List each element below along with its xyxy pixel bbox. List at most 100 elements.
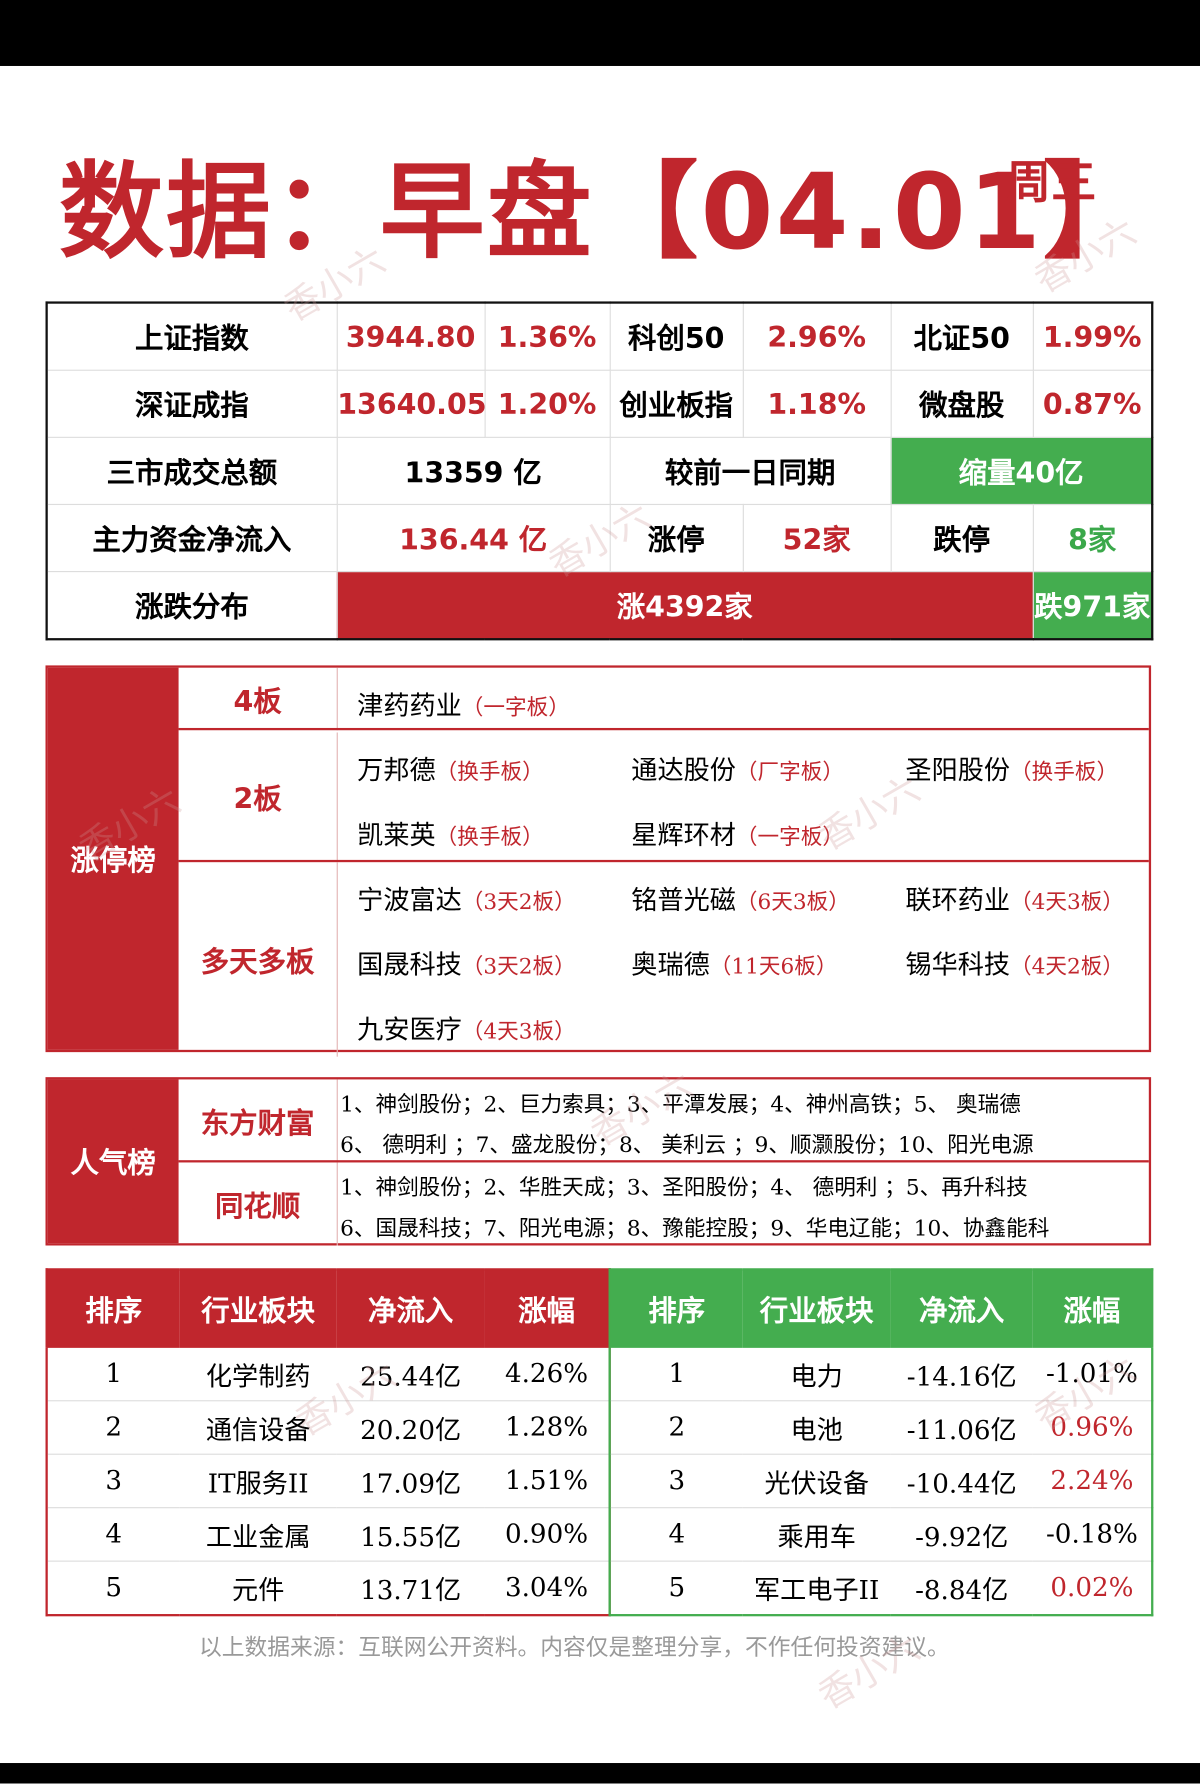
cell: 光伏设备 <box>742 1454 891 1509</box>
stock-tag: （6天3板） <box>735 889 850 915</box>
stock-name: 星辉环材 <box>631 821 736 851</box>
cell: 52家 <box>742 503 892 573</box>
stock-tag: （换手板） <box>1010 759 1119 785</box>
top-bar <box>0 0 1200 66</box>
cell: 13640.05 <box>336 369 487 438</box>
header-cell: 排序 <box>85 1294 143 1328</box>
cell: 创业板指 <box>609 369 744 438</box>
stock-name: 万邦德 <box>357 756 436 786</box>
stock: 铭普光磁（6天3板） <box>631 878 850 917</box>
header-cell: 净流入 <box>919 1294 1005 1328</box>
header-row: 排序 行业板块 净流入 涨幅 <box>46 1269 610 1348</box>
cell: 1.36% <box>483 301 611 371</box>
stock-name: 国晟科技 <box>357 950 462 981</box>
inflow-table: 排序 行业板块 净流入 涨幅 1 化学制药 25.44亿 4.26% 2 通信设备 20.20亿 1.… <box>45 1268 611 1617</box>
cell: -14.16亿 <box>890 1347 1033 1402</box>
cell: 微盘股 <box>890 369 1034 438</box>
stock-name: 锡华科技 <box>905 950 1011 981</box>
header-cell: 涨幅 <box>1063 1294 1121 1328</box>
row: 5 元件 13.71亿 3.04% <box>46 1561 610 1616</box>
stock-tag: （厂字板） <box>735 759 844 785</box>
stock: 星辉环材（一字板） <box>631 813 844 852</box>
cell: 3 <box>609 1454 743 1509</box>
stock-name: 联环药业 <box>905 886 1011 916</box>
header-cell: 行业板块 <box>201 1294 316 1328</box>
cell: 乘用车 <box>742 1507 891 1562</box>
row: 深证成指 13640.05 1.20% 创业板指 1.18% 微盘股 0.87% <box>46 369 1153 438</box>
group-label: 多天多板 <box>179 862 338 1057</box>
cell: 3.04% <box>484 1561 610 1616</box>
cell: 1 <box>609 1347 743 1402</box>
bottom-bar <box>0 1763 1200 1784</box>
stock-tag: （换手板） <box>435 759 544 785</box>
cell: 科创50 <box>609 301 744 371</box>
cell: 1 <box>46 1347 180 1402</box>
cell: 跌971家 <box>1032 570 1153 640</box>
cell: 2 <box>46 1400 180 1455</box>
market-table: 上证指数 3944.80 1.36% 科创50 2.96% 北证50 1.99%… <box>45 301 1154 641</box>
row: 主力资金净流入 136.44 亿 涨停 52家 跌停 8家 <box>46 503 1153 573</box>
cell: 13359 亿 <box>336 436 611 506</box>
row: 三市成交总额 13359 亿 较前一日同期 缩量40亿 <box>46 436 1153 506</box>
cell: 1.51% <box>484 1454 610 1509</box>
cell: 3 <box>46 1454 180 1509</box>
cell: 2.24% <box>1032 1454 1153 1509</box>
cell: 0.87% <box>1032 369 1153 438</box>
cell: -8.84亿 <box>890 1561 1033 1616</box>
cell: 化学制药 <box>179 1347 337 1402</box>
cell: 0.02% <box>1032 1561 1153 1616</box>
footer-note: 以上数据来源：互联网公开资料。内容仅是整理分享，不作任何投资建议。 <box>199 1633 950 1661</box>
row: 上证指数 3944.80 1.36% 科创50 2.96% 北证50 1.99% <box>46 301 1153 371</box>
cell: 上证指数 <box>46 301 338 371</box>
cell: 三市成交总额 <box>46 436 338 506</box>
source-row: 1、神剑股份；2、华胜天成；3、圣阳股份；4、 德明利 ；5、再升科技 6、国晟科… <box>179 1162 1149 1245</box>
ranking-line: 6、国晟科技；7、阳光电源；8、豫能控股；9、华电辽能；10、协鑫能科 <box>340 1215 1050 1241</box>
cell: 电力 <box>742 1347 891 1402</box>
stock-tag: （11天6板） <box>709 954 838 980</box>
cell: 主力资金净流入 <box>46 503 338 573</box>
group-row: 宁波富达（3天2板） 铭普光磁（6天3板） 联环药业（4天3板） 国晟科技（3天2板）… <box>179 862 1149 1057</box>
header-cell: 行业板块 <box>759 1294 874 1328</box>
stock-name: 奥瑞德 <box>631 950 710 981</box>
cell: 电池 <box>742 1400 891 1455</box>
cell: -10.44亿 <box>890 1454 1033 1509</box>
row: 3 光伏设备 -10.44亿 2.24% <box>609 1454 1153 1509</box>
source-row: 1、神剑股份；2、巨力索具；3、平潭发展；4、神州高铁；5、 奥瑞德 6、 德明利… <box>178 1079 1149 1163</box>
row: 1 化学制药 25.44亿 4.26% <box>46 1347 610 1402</box>
cell: 4 <box>46 1507 180 1562</box>
stock: 万邦德（换手板） <box>357 748 544 787</box>
cell: 1.20% <box>483 369 611 438</box>
row: 1 电力 -14.16亿 -1.01% <box>609 1347 1153 1402</box>
cell: 1.99% <box>1032 301 1153 371</box>
stock-name: 津药药业 <box>357 691 462 722</box>
stock-tag: （换手板） <box>435 824 544 850</box>
ranking-line: 1、神剑股份；2、华胜天成；3、圣阳股份；4、 德明利 ；5、再升科技 <box>340 1174 1028 1200</box>
cell: 2 <box>609 1400 743 1455</box>
stock-tag: （3天2板） <box>461 954 576 980</box>
stock: 津药药业（一字板） <box>357 684 570 723</box>
cell: 0.90% <box>484 1507 610 1562</box>
cell: -0.18% <box>1032 1507 1153 1562</box>
group-row: 万邦德（换手板） 通达股份（厂字板） 圣阳股份（换手板） 凯莱英（换手板） 星辉环材（一… <box>178 733 1149 863</box>
cell: 跌停 <box>890 503 1034 573</box>
cell: 5 <box>609 1561 743 1616</box>
stock-name: 宁波富达 <box>357 886 462 916</box>
cell: 136.44 亿 <box>336 503 611 573</box>
stock-tag: （3天2板） <box>461 889 576 915</box>
cell: 通信设备 <box>179 1400 337 1455</box>
cell: 元件 <box>179 1561 337 1616</box>
cell: 1.28% <box>484 1400 610 1455</box>
stock: 九安医疗（4天3板） <box>357 1008 576 1047</box>
source-label: 东方财富 <box>179 1079 338 1163</box>
group-label: 2板 <box>179 732 338 863</box>
header-cell: 涨幅 <box>518 1294 575 1328</box>
row: 涨跌分布 涨4392家 跌971家 <box>46 570 1153 640</box>
stock: 锡华科技（4天2板） <box>905 943 1124 982</box>
stock-tag: （4天3板） <box>1010 889 1125 915</box>
row: 4 工业金属 15.55亿 0.90% <box>46 1507 610 1562</box>
cell: 5 <box>46 1561 180 1616</box>
ranking-line: 1、神剑股份；2、巨力索具；3、平潭发展；4、神州高铁；5、 奥瑞德 <box>340 1091 1021 1117</box>
limit-up-board: 涨停榜 4板 津药药业（一字板） 2板 万邦德（换手板） 通达股份（厂字板） 圣阳股份（换… <box>45 665 1152 1057</box>
cell: -11.06亿 <box>890 1400 1033 1455</box>
